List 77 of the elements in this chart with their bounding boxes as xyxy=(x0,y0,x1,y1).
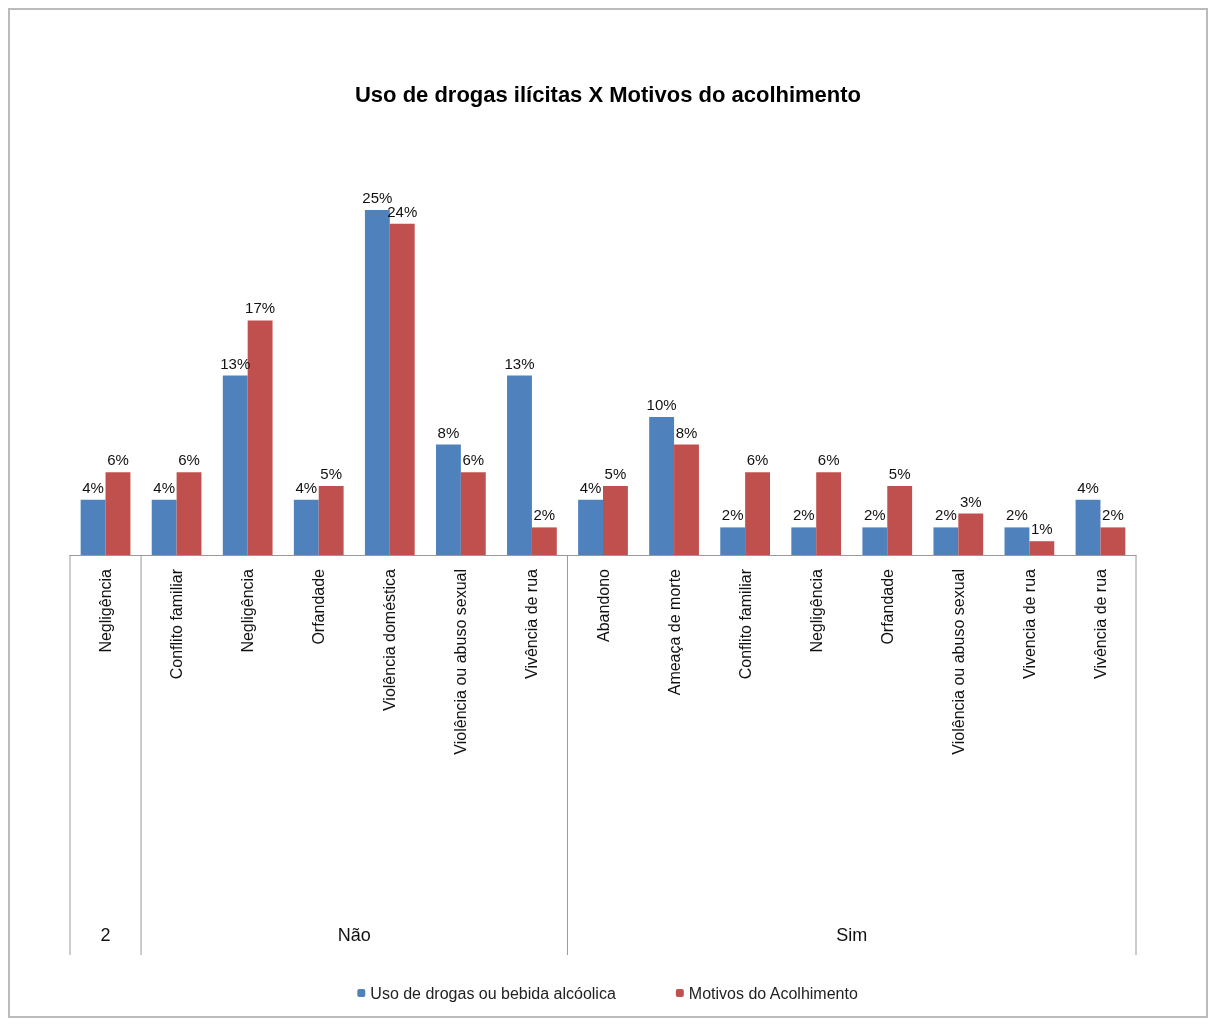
bar xyxy=(176,472,202,555)
x-tick-label: Violência doméstica xyxy=(381,568,399,712)
bar xyxy=(318,486,344,555)
legend-label: Uso de drogas ou bebida alcóolica xyxy=(370,984,616,1002)
bar xyxy=(1029,541,1055,555)
data-label: 2% xyxy=(1006,506,1028,524)
bar xyxy=(745,472,771,555)
x-tick-label: Negligência xyxy=(239,568,257,653)
data-label: 6% xyxy=(462,451,485,469)
bar xyxy=(578,499,603,555)
bar xyxy=(649,417,675,555)
bar xyxy=(293,499,319,555)
x-tick-label: Violência ou abuso sexual xyxy=(452,569,470,755)
bar xyxy=(958,513,984,555)
x-tick-label: Ameaça de morte xyxy=(665,568,683,696)
data-label: 8% xyxy=(437,423,460,441)
bar xyxy=(435,444,461,555)
bar xyxy=(862,527,888,555)
bar xyxy=(364,210,390,555)
data-label: 5% xyxy=(604,465,627,482)
bar xyxy=(887,486,913,555)
data-label: 6% xyxy=(107,451,129,469)
x-tick-label: Negligência xyxy=(97,568,115,653)
x-tick-label: Orfandade xyxy=(310,568,328,645)
bar xyxy=(1075,499,1101,555)
bar xyxy=(80,499,106,555)
bar xyxy=(105,472,131,555)
x-tick-label: Negligência xyxy=(807,568,825,653)
data-label: 13% xyxy=(504,354,535,372)
data-label: 4% xyxy=(82,478,104,496)
data-label: 2% xyxy=(1102,506,1124,524)
bar xyxy=(151,499,177,555)
data-label: 2% xyxy=(721,506,744,524)
bar xyxy=(389,223,415,555)
data-label: 2% xyxy=(533,506,556,524)
data-label: 2% xyxy=(792,506,815,524)
bar xyxy=(1004,527,1030,555)
x-tick-label: Orfandade xyxy=(878,568,896,645)
data-label: 5% xyxy=(320,465,343,482)
data-label: 6% xyxy=(746,451,769,469)
data-label: 2% xyxy=(863,506,886,524)
legend-label: Motivos do Acolhimento xyxy=(688,984,858,1002)
bar xyxy=(816,472,842,555)
data-label: 17% xyxy=(245,299,276,317)
data-label: 8% xyxy=(675,423,698,441)
text: Não xyxy=(337,925,371,945)
x-tick-label: Conflito familiar xyxy=(168,568,186,680)
bar xyxy=(531,527,557,555)
x-tick-label: Vivencia de rua xyxy=(1020,568,1038,679)
data-label: 5% xyxy=(888,465,911,482)
bar xyxy=(791,527,817,555)
data-label: 4% xyxy=(295,478,318,496)
data-label: 10% xyxy=(646,396,677,413)
x-tick-label: Vivência de rua xyxy=(523,568,541,679)
x-tick-label: Vivência de rua xyxy=(1091,568,1109,679)
bar xyxy=(674,444,699,555)
data-label: 6% xyxy=(178,451,200,469)
data-label: 4% xyxy=(153,478,176,496)
text: 2 xyxy=(100,925,111,945)
x-tick-label: Abandono xyxy=(594,568,612,642)
data-label: 4% xyxy=(1077,478,1099,496)
data-label: 6% xyxy=(817,451,840,469)
bar xyxy=(933,527,959,555)
x-tick-label: Violência ou abuso sexual xyxy=(949,569,967,755)
text: Sim xyxy=(836,925,868,945)
x-tick-label: Conflito familiar xyxy=(736,568,754,680)
data-label: 3% xyxy=(959,492,982,510)
data-label: 2% xyxy=(935,506,957,524)
bar xyxy=(603,486,628,555)
data-label: 4% xyxy=(579,478,602,496)
chart-title: Uso de drogas ilícitas X Motivos do acolhimento xyxy=(354,81,862,107)
bar xyxy=(460,472,486,555)
data-label: 1% xyxy=(1030,520,1053,538)
bar xyxy=(507,375,532,555)
bar xyxy=(222,375,248,555)
bar xyxy=(720,527,746,555)
bar xyxy=(1100,527,1126,555)
